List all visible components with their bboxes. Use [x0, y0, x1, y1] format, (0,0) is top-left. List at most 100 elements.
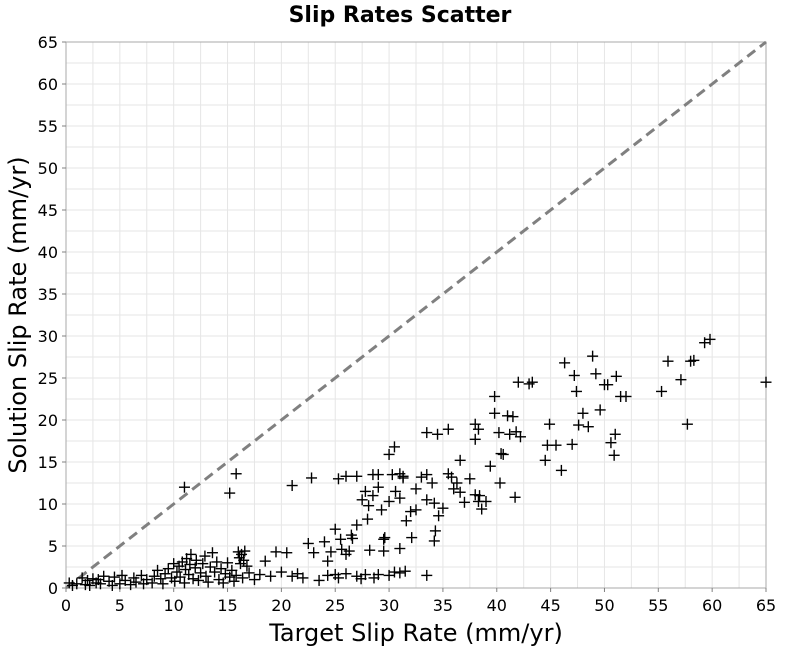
data-point [286, 570, 298, 582]
data-point [514, 431, 526, 443]
data-point [265, 570, 277, 582]
data-point [451, 477, 463, 489]
y-tick-label: 10 [38, 495, 58, 514]
data-point [325, 546, 337, 558]
x-tick-label: 25 [325, 596, 345, 615]
data-point [386, 469, 398, 481]
data-point [421, 494, 433, 506]
data-point [372, 469, 384, 481]
data-point [469, 433, 481, 445]
data-point [504, 428, 516, 440]
y-tick-label: 60 [38, 75, 58, 94]
data-point [397, 472, 409, 484]
data-point [464, 473, 476, 485]
data-point [489, 390, 501, 402]
data-point [318, 536, 330, 548]
data-point [448, 483, 460, 495]
data-point [376, 504, 388, 516]
data-point [555, 464, 567, 476]
data-point [187, 573, 199, 585]
grid-lines [65, 41, 767, 589]
data-point [675, 374, 687, 386]
data-point [493, 427, 505, 439]
data-point [539, 454, 551, 466]
y-tick-label: 0 [48, 579, 58, 598]
data-point [428, 497, 440, 509]
data-point [383, 495, 395, 507]
data-point [243, 567, 255, 579]
data-point [332, 572, 344, 584]
data-point [332, 473, 344, 485]
data-point [340, 568, 352, 580]
x-tick-label: 35 [433, 596, 453, 615]
data-point [421, 427, 433, 439]
data-point [222, 557, 234, 569]
data-point [130, 576, 142, 588]
data-point [364, 544, 376, 556]
reference-line-y-equals-x [65, 40, 767, 590]
y-tick-label: 35 [38, 285, 58, 304]
axis-ticks: 0 5 10 15 20 25 30 35 40 45 50 55 60 65 0 5 10 15 20 25 30 35… [38, 33, 777, 615]
x-tick-label: 5 [115, 596, 125, 615]
data-point [329, 523, 341, 535]
data-point [372, 481, 384, 493]
data-point [509, 491, 521, 503]
data-point [217, 577, 229, 589]
data-point [108, 571, 120, 583]
x-tick-label: 60 [702, 596, 722, 615]
data-point [390, 485, 402, 497]
data-point [608, 449, 620, 461]
data-point [351, 470, 363, 482]
data-point [306, 472, 318, 484]
data-point [275, 566, 287, 578]
y-tick-label: 65 [38, 33, 58, 52]
data-point [359, 485, 371, 497]
data-point [681, 418, 693, 430]
y-tick-label: 50 [38, 159, 58, 178]
data-point [351, 519, 363, 531]
x-tick-label: 40 [487, 596, 507, 615]
data-point [688, 354, 700, 366]
data-point [582, 421, 594, 433]
data-point [410, 504, 422, 516]
data-point [148, 570, 160, 582]
data-point [224, 487, 236, 499]
data-point [602, 379, 614, 391]
data-point [570, 385, 582, 397]
x-tick-label: 65 [756, 596, 776, 615]
data-point [335, 533, 347, 545]
data-point [174, 571, 186, 583]
data-point [313, 574, 325, 586]
data-point [544, 418, 556, 430]
data-point [394, 567, 406, 579]
y-tick-label: 55 [38, 117, 58, 136]
data-point [421, 569, 433, 581]
data-point [480, 495, 492, 507]
data-point [433, 510, 445, 522]
data-point [406, 532, 418, 544]
data-point [192, 574, 204, 586]
x-axis-label: Target Slip Rate (mm/yr) [268, 619, 563, 647]
data-point [405, 506, 417, 518]
data-point [432, 428, 444, 440]
data-point [494, 477, 506, 489]
plot-frame [65, 41, 767, 589]
data-point [178, 481, 190, 493]
data-point [362, 513, 374, 525]
data-point [394, 543, 406, 555]
data-point [573, 419, 585, 431]
y-tick-label: 30 [38, 327, 58, 346]
data-point [146, 577, 158, 589]
data-point [168, 558, 180, 570]
data-point [259, 555, 271, 567]
data-point [228, 575, 240, 587]
chart-title: Slip Rates Scatter [289, 3, 512, 28]
data-point [76, 572, 88, 584]
data-point [415, 471, 427, 483]
data-point [94, 578, 106, 590]
data-point [609, 428, 621, 440]
data-point [106, 579, 118, 591]
data-point [197, 558, 209, 570]
data-point [206, 547, 218, 559]
